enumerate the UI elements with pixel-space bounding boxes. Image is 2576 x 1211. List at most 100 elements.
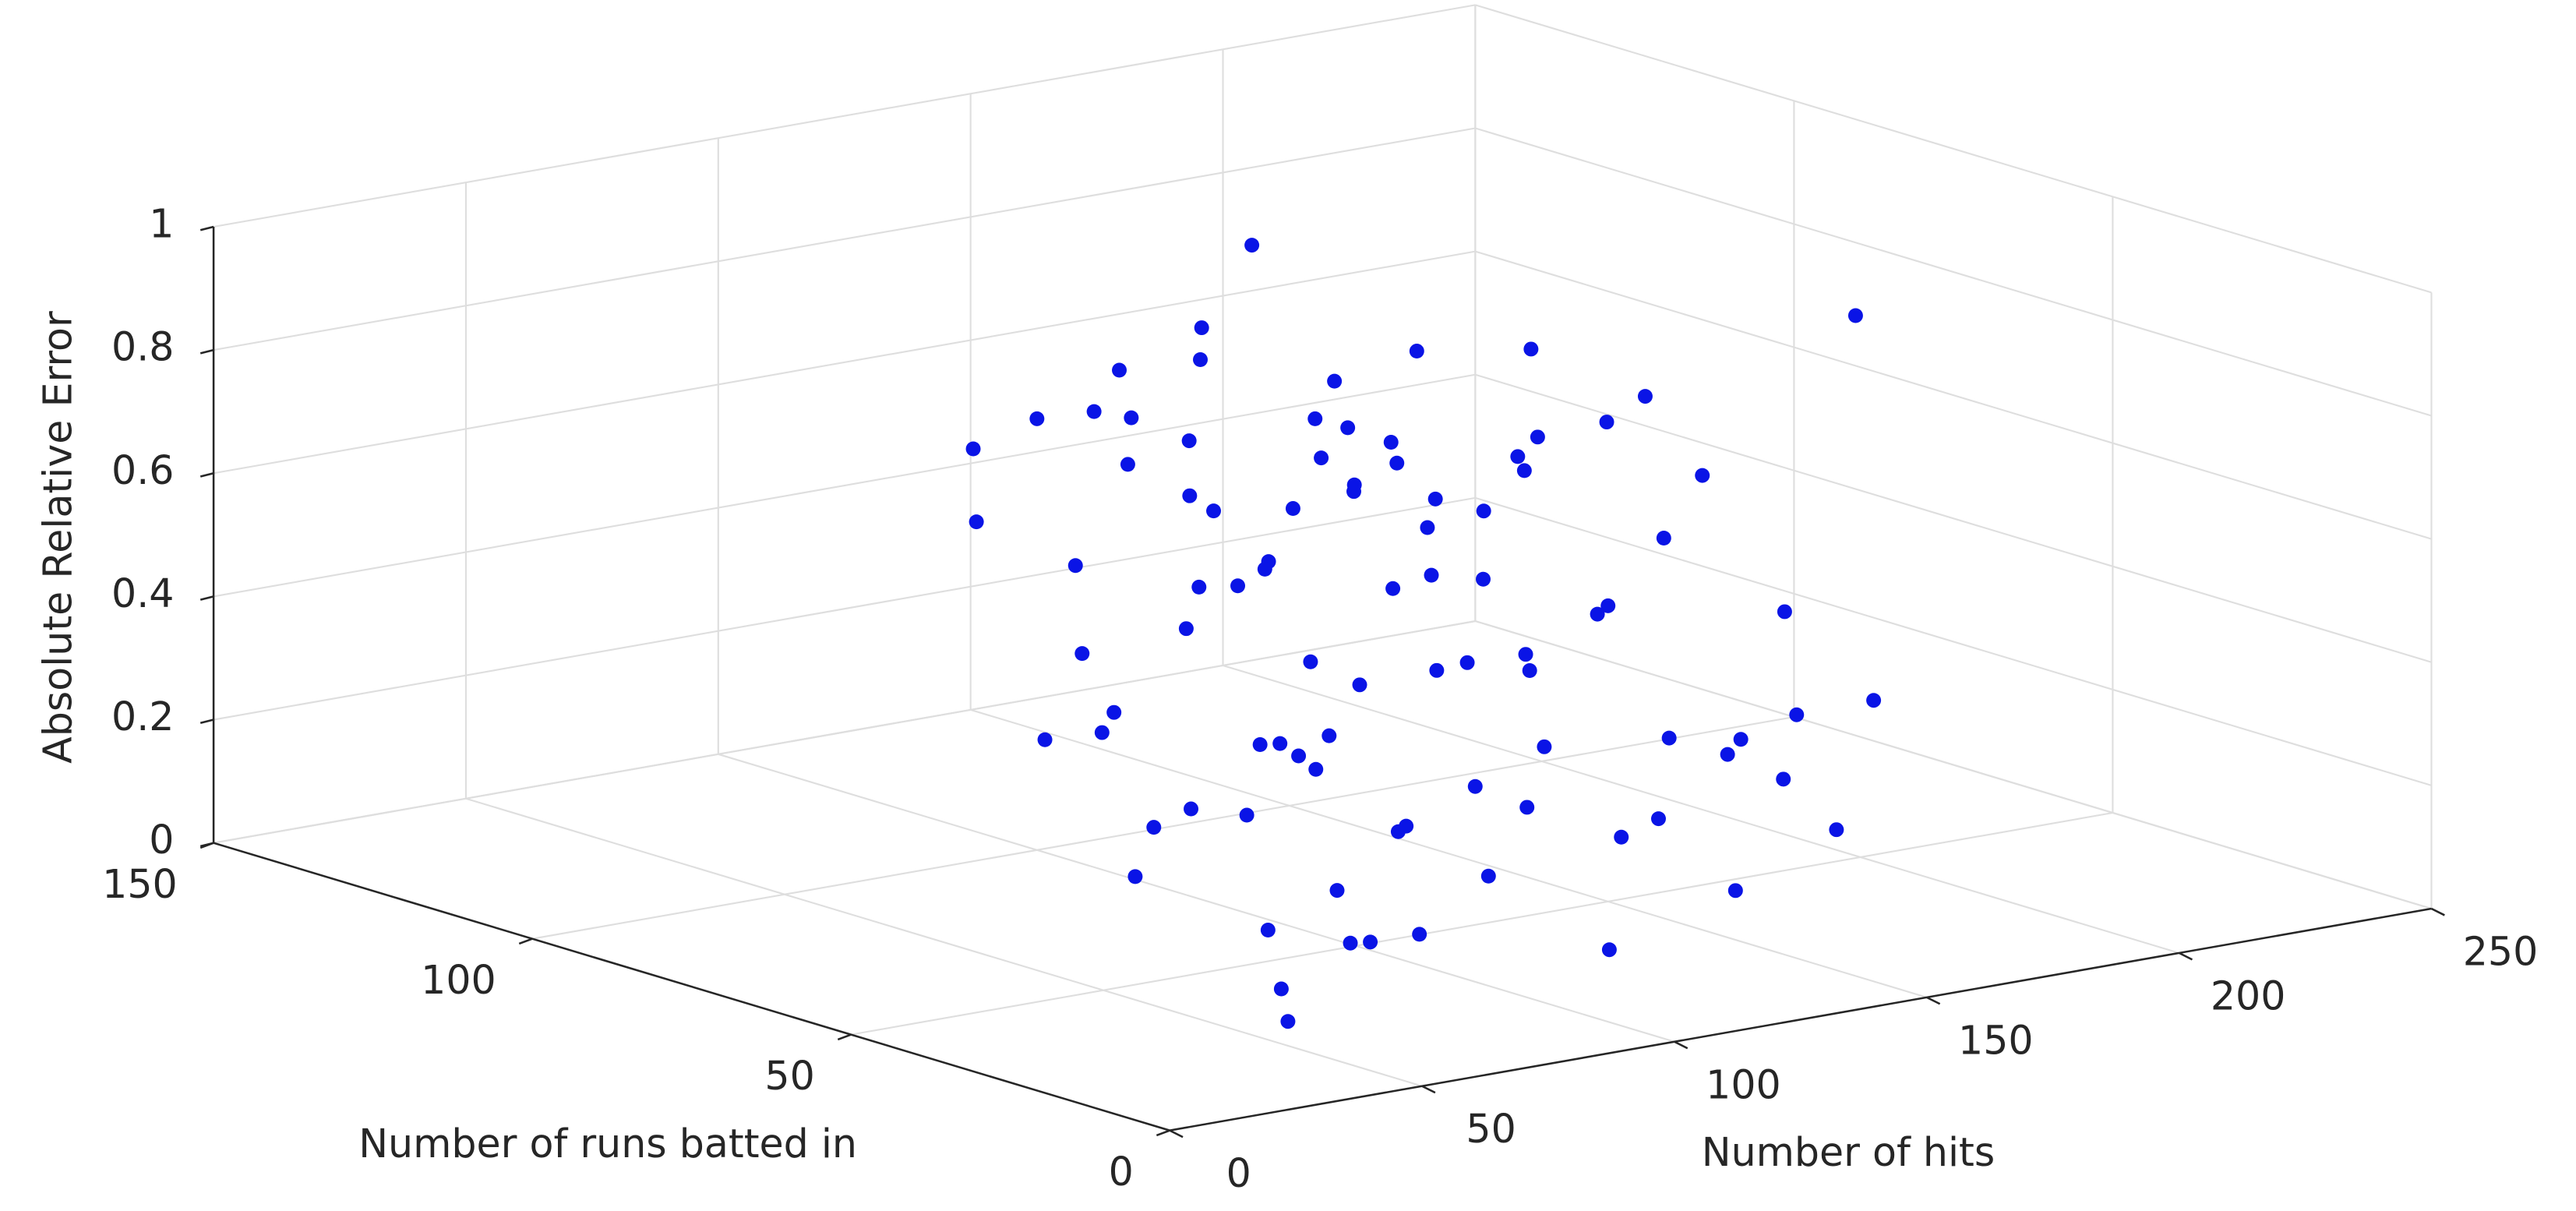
grid-line: [850, 811, 2113, 1036]
point: [1239, 807, 1254, 823]
x-tick: [2430, 907, 2445, 916]
z-tick: [199, 472, 214, 478]
point: [1194, 320, 1209, 336]
point: [1651, 811, 1666, 827]
point: [1530, 429, 1545, 445]
y-tick-label: 100: [421, 957, 496, 1003]
x-axis-label: Number of hits: [1702, 1129, 1996, 1175]
x-tick: [1421, 1085, 1436, 1094]
grid-line: [1475, 373, 2432, 663]
point: [1206, 503, 1222, 519]
point: [1230, 578, 1246, 594]
point: [1516, 463, 1532, 478]
point: [1412, 927, 1427, 942]
x-tick-label: 0: [1226, 1150, 1251, 1196]
z-tick: [199, 842, 214, 848]
grid-line: [1223, 664, 2179, 954]
y-tick: [837, 1033, 852, 1041]
x-tick-label: 200: [2211, 973, 2286, 1019]
point: [1106, 704, 1122, 720]
point: [1656, 530, 1671, 545]
y-tick-label: 50: [764, 1053, 814, 1099]
point: [1390, 824, 1406, 839]
point: [1307, 411, 1323, 426]
point: [1720, 747, 1735, 762]
point: [1178, 621, 1194, 637]
point: [1112, 362, 1127, 378]
point: [1733, 732, 1749, 747]
y-tick-label: 150: [102, 861, 178, 907]
point: [1363, 934, 1378, 950]
point: [1599, 415, 1614, 430]
grid-line: [1475, 4, 2432, 294]
grid-line: [1475, 250, 2432, 540]
point: [1467, 778, 1483, 794]
x-tick-label: 50: [1466, 1106, 1516, 1152]
point: [1124, 410, 1139, 425]
point: [1329, 883, 1345, 899]
grid-line: [213, 4, 1476, 228]
point: [1459, 655, 1475, 670]
z-tick-label: 1: [149, 201, 174, 247]
point: [1252, 737, 1268, 753]
point: [1257, 561, 1272, 577]
point: [1601, 942, 1617, 958]
point: [1327, 373, 1343, 389]
point: [1727, 883, 1743, 899]
point: [1777, 604, 1792, 620]
z-tick-label: 0.6: [111, 447, 174, 493]
x-tick-label: 150: [1958, 1017, 2034, 1063]
point: [1193, 352, 1208, 367]
point: [1308, 761, 1324, 777]
point: [1789, 707, 1805, 722]
point: [1244, 238, 1260, 253]
x-tick: [1674, 1040, 1689, 1050]
point: [1695, 468, 1710, 483]
z-tick: [199, 718, 214, 724]
x-tick-label: 250: [2463, 929, 2539, 975]
point: [1191, 579, 1207, 595]
point: [1480, 868, 1496, 884]
z-tick-label: 0.2: [111, 694, 174, 740]
grid-line: [718, 753, 1675, 1043]
point: [1343, 935, 1358, 951]
x-tick: [1169, 1129, 1184, 1139]
point: [1476, 503, 1491, 519]
point: [1829, 822, 1844, 838]
point: [1280, 1014, 1296, 1029]
grid-line: [1475, 496, 2432, 786]
point: [1614, 829, 1629, 845]
point: [1429, 662, 1445, 678]
y-axis-line: [213, 842, 1170, 1132]
point: [1181, 433, 1197, 449]
point: [1427, 491, 1443, 507]
point: [1260, 922, 1276, 937]
point: [1383, 435, 1399, 450]
z-tick-label: 0: [149, 817, 174, 863]
grid-line: [970, 708, 1928, 998]
point: [1537, 739, 1552, 754]
point: [1847, 308, 1863, 323]
x-tick-label: 100: [1706, 1061, 1781, 1107]
grid-line: [213, 373, 1476, 598]
point: [1385, 581, 1401, 596]
point: [1476, 571, 1491, 587]
point: [1094, 725, 1110, 740]
point: [1409, 344, 1424, 359]
x-axis-line: [1169, 907, 2432, 1132]
point: [1322, 728, 1337, 743]
point: [1866, 693, 1882, 708]
z-tick-label: 0.4: [111, 570, 174, 616]
point: [1518, 647, 1533, 662]
point: [1075, 646, 1090, 662]
grid-line: [213, 620, 1476, 844]
point: [1420, 520, 1435, 535]
point: [1389, 455, 1405, 471]
grid-line: [213, 496, 1476, 721]
point: [1037, 732, 1053, 747]
point: [1291, 748, 1307, 764]
x-tick: [1926, 996, 1941, 1005]
z-tick: [199, 225, 214, 231]
